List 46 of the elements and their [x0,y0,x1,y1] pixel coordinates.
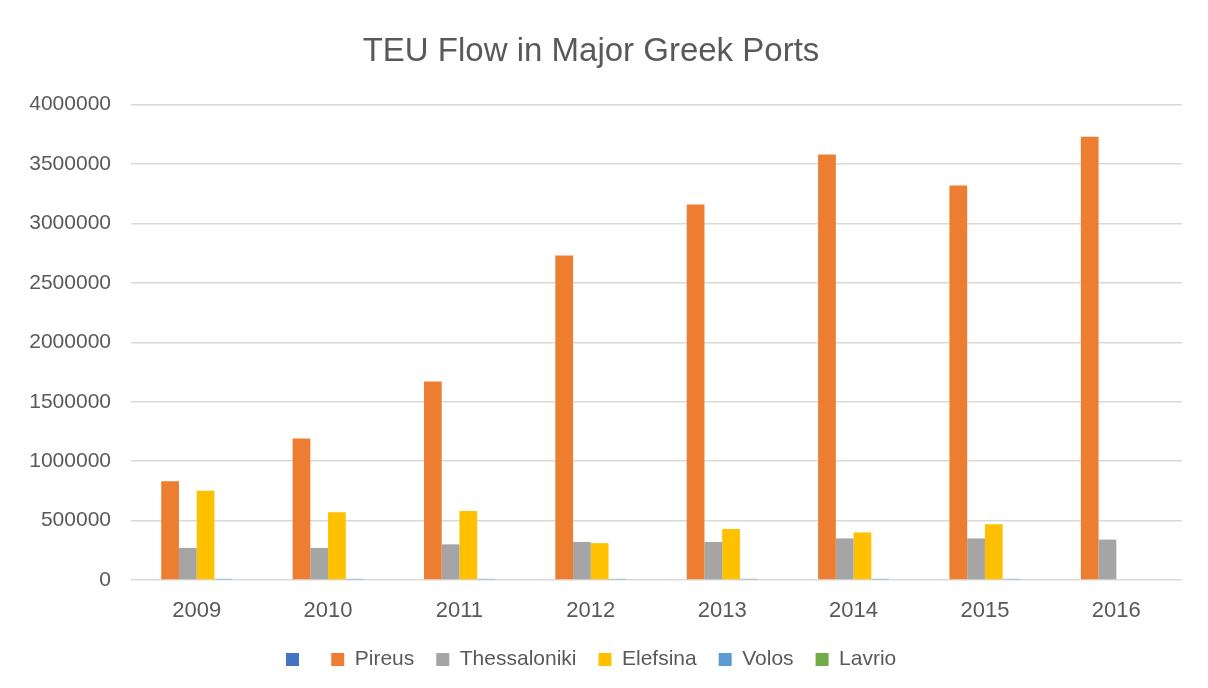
bar [1080,136,1099,580]
y-tick-label: 1000000 [29,447,111,471]
bar [459,511,478,580]
x-tick-label: 2013 [697,597,747,623]
legend-label: Pireus [354,646,415,670]
bar [178,547,197,580]
bar [835,538,854,580]
bar [967,538,985,580]
bar [310,547,329,580]
legend-label: Lavrio [839,646,897,670]
bar [423,381,442,580]
bar [1098,539,1117,580]
bar [196,490,215,580]
y-tick-label: 1500000 [29,388,111,412]
bar [818,154,836,580]
y-tick-label: 2500000 [29,269,111,293]
x-tick-label: 2012 [566,597,616,623]
legend-label: Elefsina [621,646,698,670]
x-tick-label: 2009 [172,597,222,623]
bar [686,204,705,580]
bar [441,544,460,580]
bar [161,481,179,580]
x-tick-label: 2016 [1091,597,1141,623]
x-tick-label: 2015 [960,597,1010,623]
bar [949,185,968,580]
bar [984,524,1003,580]
bar [853,532,872,580]
x-tick-label: 2011 [435,597,484,623]
x-tick-label: 2014 [829,597,879,623]
y-tick-label: 4000000 [29,91,111,115]
y-tick-label: 500000 [40,507,111,531]
bar [573,541,591,580]
y-tick-label: 3000000 [29,210,111,234]
bar [590,543,609,580]
y-tick-label: 3500000 [29,150,111,174]
bar [555,255,574,580]
bar [704,541,723,580]
y-tick-label: 0 [99,566,111,590]
legend-label: Volos [742,646,794,670]
y-tick-label: 2000000 [29,329,111,353]
chart-title: TEU Flow in Major Greek Ports [362,30,820,68]
bar [328,512,346,580]
legend-label: Thessaloniki [459,646,577,670]
bar [722,528,740,580]
x-tick-label: 2010 [303,597,353,623]
bar [292,438,311,580]
